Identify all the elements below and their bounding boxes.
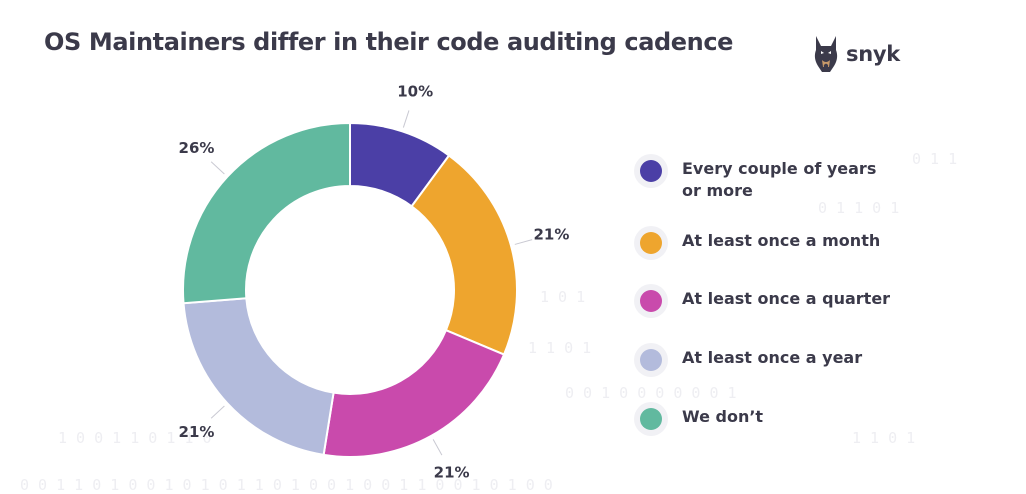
legend-item-once-a-quarter: At least once a quarter <box>640 288 892 312</box>
legend-swatch <box>640 349 662 371</box>
legend-label: We don’t <box>682 406 892 428</box>
slice-percent-label: 21% <box>434 464 470 482</box>
legend-swatch <box>640 408 662 430</box>
donut-slice-once-a-month <box>412 156 517 355</box>
legend-swatch <box>640 160 662 182</box>
legend-item-every-couple-of-years: Every couple of years or more <box>640 158 892 202</box>
legend-label: Every couple of years or more <box>682 158 892 202</box>
legend-item-once-a-month: At least once a month <box>640 230 892 254</box>
leader-line <box>211 406 224 418</box>
chart-legend: Every couple of years or more At least o… <box>640 158 940 438</box>
leader-line <box>403 110 409 127</box>
slice-percent-label: 21% <box>179 423 215 441</box>
legend-item-once-a-year: At least once a year <box>640 347 892 371</box>
legend-item-we-dont: We don’t <box>640 406 892 430</box>
legend-label: At least once a month <box>682 230 892 252</box>
leader-line <box>433 439 442 455</box>
leader-line <box>515 240 532 245</box>
leader-line <box>211 162 224 174</box>
slice-percent-label: 26% <box>179 139 215 157</box>
slice-percent-label: 21% <box>533 225 569 243</box>
legend-label: At least once a year <box>682 347 892 369</box>
slice-percent-label: 10% <box>397 82 433 100</box>
legend-label: At least once a quarter <box>682 288 892 310</box>
legend-swatch <box>640 232 662 254</box>
legend-swatch <box>640 290 662 312</box>
donut-slice-once-a-quarter <box>324 330 504 457</box>
